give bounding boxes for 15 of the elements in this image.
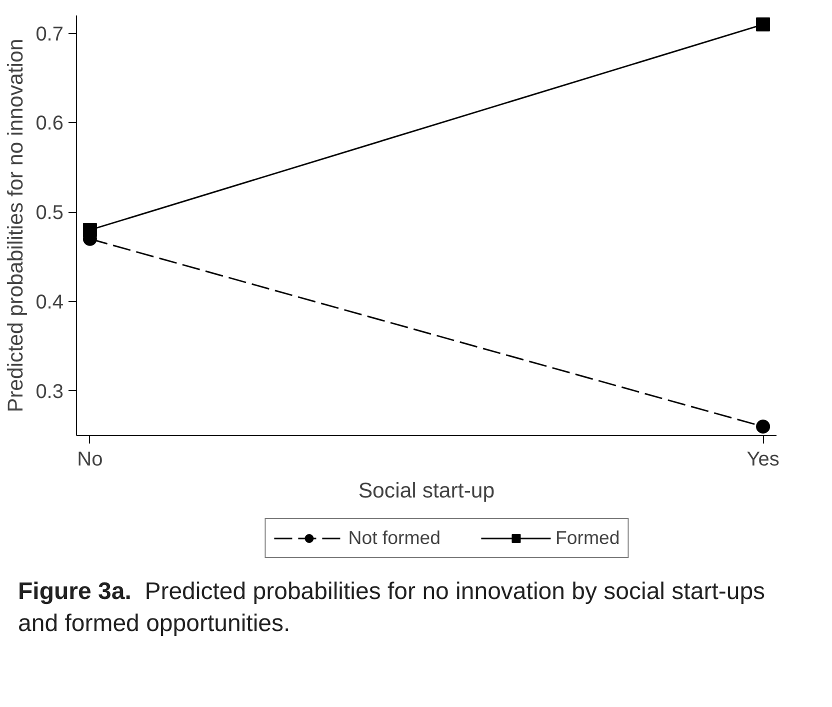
y-tick-label: 0.4 — [36, 291, 64, 314]
point — [82, 222, 97, 237]
legend-label: Formed — [556, 527, 620, 549]
point — [756, 420, 770, 434]
y-axis-title: Predicted probabilities for no innovation — [4, 38, 28, 412]
x-tick-label: Yes — [746, 448, 780, 470]
y-tick-label: 0.3 — [36, 380, 64, 403]
y-tick-label: 0.5 — [36, 202, 64, 224]
x-tick-label: No — [77, 448, 103, 470]
caption: Figure 3a. — [18, 578, 132, 605]
point — [756, 17, 770, 32]
y-tick-label: 0.6 — [36, 112, 64, 135]
legend-label: Not formed — [348, 527, 440, 549]
y-tick-label: 0.7 — [36, 23, 64, 46]
x-axis-title: Social start-up — [358, 478, 495, 502]
